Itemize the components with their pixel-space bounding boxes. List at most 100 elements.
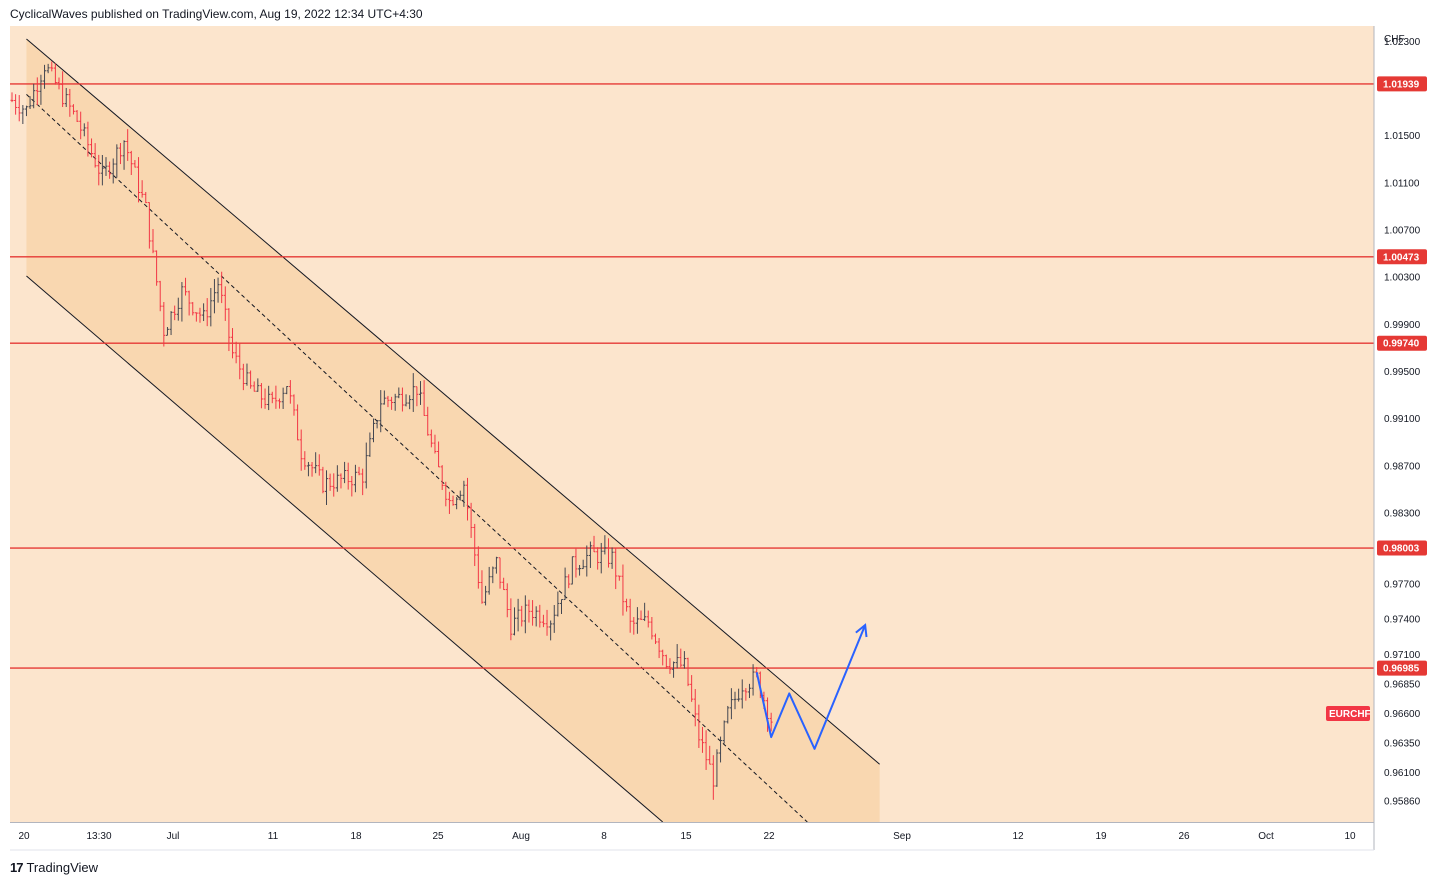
candle bbox=[220, 271, 224, 304]
y-tick-label: 1.00300 bbox=[1384, 273, 1421, 284]
x-tick-label: 25 bbox=[432, 831, 444, 842]
y-tick-label: 1.01500 bbox=[1384, 131, 1421, 142]
candle bbox=[118, 143, 122, 165]
candle bbox=[122, 140, 126, 170]
candle bbox=[473, 523, 477, 567]
candle bbox=[100, 154, 104, 186]
candle bbox=[480, 570, 484, 604]
candle bbox=[375, 419, 379, 429]
y-tick-label: 1.02300 bbox=[1384, 37, 1421, 48]
candle bbox=[653, 633, 657, 645]
candle bbox=[415, 386, 419, 407]
candle bbox=[241, 363, 245, 391]
x-tick-label: 18 bbox=[350, 831, 362, 842]
candle bbox=[379, 390, 383, 433]
candle bbox=[592, 535, 596, 553]
y-tick-label: 0.97400 bbox=[1384, 615, 1421, 626]
candle bbox=[79, 111, 83, 140]
candle bbox=[382, 390, 386, 405]
candle bbox=[209, 287, 213, 327]
candle bbox=[411, 373, 415, 412]
x-tick-label: Jul bbox=[167, 831, 180, 842]
candle bbox=[404, 394, 408, 407]
footer-brand[interactable]: 17 TradingView bbox=[10, 858, 98, 876]
candle bbox=[523, 595, 527, 634]
y-tick-label: 1.00700 bbox=[1384, 226, 1421, 237]
candle bbox=[86, 121, 90, 157]
candle bbox=[137, 157, 141, 203]
candle bbox=[538, 604, 542, 628]
candle bbox=[498, 557, 502, 589]
y-tick-label: 0.96100 bbox=[1384, 768, 1421, 779]
candle bbox=[325, 470, 329, 506]
candle bbox=[180, 282, 184, 322]
x-tick-label: 15 bbox=[680, 831, 692, 842]
candle bbox=[288, 380, 292, 404]
y-tick-label: 0.97100 bbox=[1384, 650, 1421, 661]
candle bbox=[133, 160, 137, 168]
candle bbox=[191, 302, 195, 316]
candle bbox=[144, 191, 148, 204]
candle bbox=[581, 559, 585, 570]
candle bbox=[661, 649, 665, 666]
candle bbox=[574, 548, 578, 578]
y-tick-label: 0.99500 bbox=[1384, 367, 1421, 378]
candle bbox=[451, 495, 455, 506]
candle bbox=[317, 454, 321, 476]
candle bbox=[621, 564, 625, 616]
symbol-tag bbox=[1326, 706, 1370, 722]
level-price-label: 1.01939 bbox=[1383, 79, 1420, 90]
candle bbox=[158, 280, 162, 312]
candles-group bbox=[10, 61, 773, 800]
candle bbox=[719, 736, 723, 763]
candle bbox=[556, 591, 560, 617]
candle bbox=[502, 577, 506, 591]
y-tick-label: 0.96600 bbox=[1384, 709, 1421, 720]
candle bbox=[50, 61, 54, 72]
publish-header: CyclicalWaves published on TradingView.c… bbox=[10, 7, 423, 21]
candle bbox=[46, 63, 50, 74]
candle bbox=[469, 502, 473, 538]
candle bbox=[115, 144, 119, 178]
candle bbox=[408, 395, 412, 410]
candle bbox=[429, 429, 433, 448]
candle bbox=[231, 328, 235, 359]
candle bbox=[151, 229, 155, 254]
candle bbox=[270, 391, 274, 404]
projection-path bbox=[755, 624, 867, 750]
candle bbox=[245, 363, 249, 386]
candle bbox=[549, 620, 553, 641]
symbol-tag-label: EURCHF bbox=[1329, 709, 1371, 720]
candle bbox=[690, 675, 694, 702]
x-tick-label: 13:30 bbox=[86, 831, 111, 842]
candle bbox=[61, 71, 65, 108]
candle bbox=[17, 95, 21, 122]
candle bbox=[339, 473, 343, 489]
y-tick-label: 0.96350 bbox=[1384, 738, 1421, 749]
tradingview-logo-icon: 17 bbox=[10, 859, 24, 875]
candle bbox=[32, 83, 36, 109]
candle bbox=[202, 303, 206, 322]
x-tick-label: 11 bbox=[268, 831, 279, 842]
candle bbox=[184, 277, 188, 296]
candle bbox=[726, 705, 730, 724]
candle bbox=[711, 755, 715, 800]
candle bbox=[476, 546, 480, 589]
candle bbox=[664, 654, 668, 669]
candle bbox=[599, 542, 603, 574]
candle bbox=[285, 386, 289, 395]
y-tick-label: 0.99100 bbox=[1384, 414, 1421, 425]
candle bbox=[90, 138, 94, 158]
candle bbox=[704, 730, 708, 770]
candle bbox=[639, 610, 643, 621]
candle bbox=[227, 308, 231, 352]
candle bbox=[328, 473, 332, 491]
candle bbox=[57, 77, 61, 90]
candle bbox=[610, 547, 614, 569]
candle bbox=[527, 599, 531, 623]
x-tick-label: Oct bbox=[1258, 831, 1274, 842]
candle bbox=[147, 202, 151, 249]
x-tick-label: Aug bbox=[512, 831, 530, 842]
level-price-label: 1.00473 bbox=[1383, 252, 1420, 263]
